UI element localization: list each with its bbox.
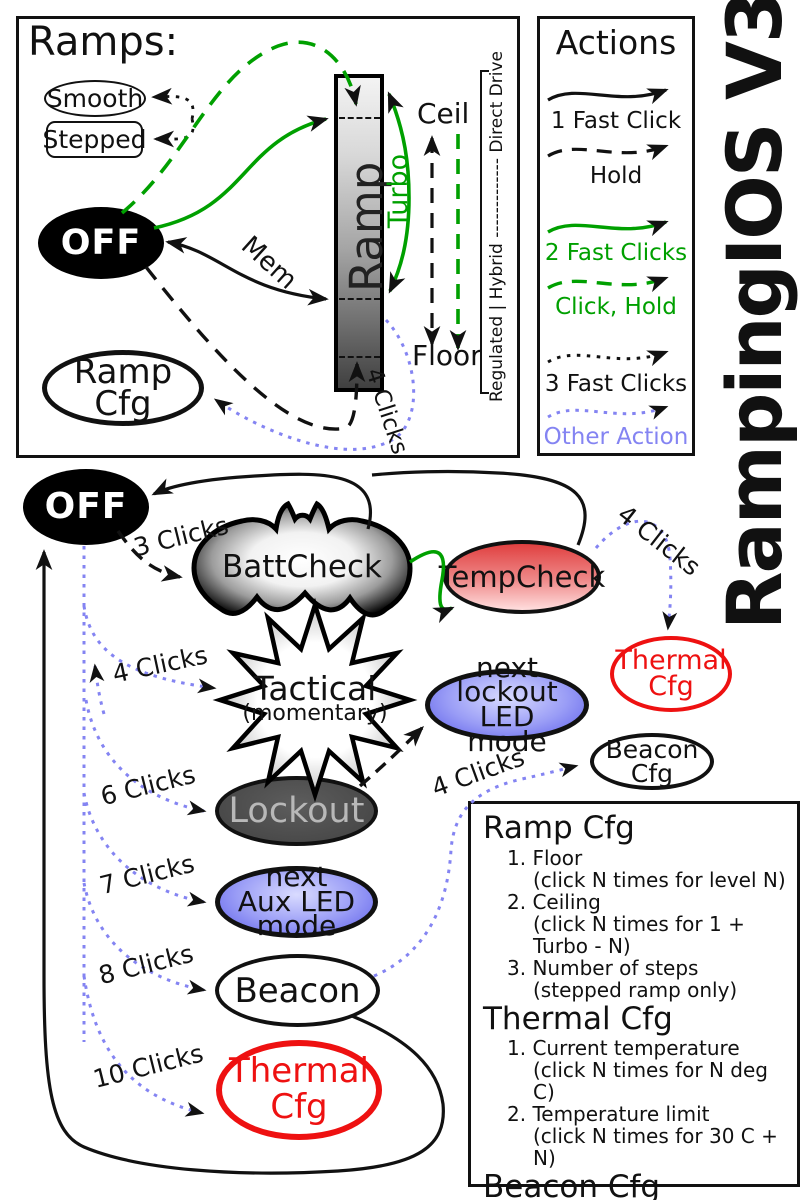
regulation-axis-label: Regulated | Hybrid ------------- Direct … <box>487 51 507 402</box>
beacon-node: Beacon <box>215 954 380 1027</box>
legend-label-other-action: Other Action <box>543 424 689 450</box>
thermal-cfg-node-lower: Thermal Cfg <box>216 1040 382 1140</box>
ramp-bar-label: Ramp <box>340 161 393 292</box>
config-item-detail: (click N times for 30 C + N) <box>533 1124 778 1171</box>
click-count-thermal-cfg: 10 Clicks <box>90 1038 207 1094</box>
click-count-lockout: 6 Clicks <box>97 759 199 812</box>
click-count-aux-led: 7 Clicks <box>96 848 198 901</box>
lockout-to-nextlockout-dashed <box>358 725 425 788</box>
config-item: 1. Floor <box>507 845 583 870</box>
config-heading-ramp: Ramp Cfg <box>483 810 635 846</box>
lockout-node: Lockout <box>215 776 378 846</box>
ramp-cfg-node: Ramp Cfg <box>42 350 204 426</box>
beacon-cfg-node: Beacon Cfg <box>590 733 714 790</box>
config-info-panel: Ramp Cfg 1. Floor (click N times for lev… <box>468 801 800 1200</box>
ramps-title: Ramps: <box>28 19 179 65</box>
off-node-ramps: OFF <box>38 207 164 279</box>
page-title: RampingIOS V3 <box>710 0 799 630</box>
stepped-ramp-node: Stepped <box>42 121 147 158</box>
memory-tick <box>339 298 380 300</box>
battcheck-label: BattCheck <box>222 549 382 585</box>
tempcheck-node: TempCheck <box>439 540 605 614</box>
actions-title: Actions <box>555 23 677 62</box>
next-aux-led-mode-node: next Aux LED mode <box>215 863 378 940</box>
tactical-sublabel: (momentary) <box>242 701 388 726</box>
ceiling-tick <box>339 117 380 119</box>
smooth-ramp-node: Smooth <box>44 80 146 117</box>
config-item-detail: (click N times for 1 + Turbo - N) <box>533 911 745 958</box>
legend-label-2-fast-clicks: 2 Fast Clicks <box>544 240 688 266</box>
config-item: 2. Temperature limit <box>507 1102 710 1127</box>
next-lockout-led-mode-node: next lockout LED mode <box>425 653 589 755</box>
turbo-label: Turbo <box>383 153 414 229</box>
config-item: 3. Number of steps <box>507 955 699 980</box>
lockout-return-up-dotted <box>89 663 106 715</box>
legend-label-click-hold: Click, Hold <box>555 294 677 320</box>
thermal-cfg-node-upper: Thermal Cfg <box>610 636 732 712</box>
click-count-beacon: 8 Clicks <box>95 938 197 991</box>
tempcheck-return-to-off <box>371 469 587 546</box>
config-heading-beacon: Beacon Cfg <box>483 1169 661 1200</box>
config-item: 2. Ceiling <box>507 889 601 914</box>
config-item-detail: (stepped ramp only) <box>533 977 738 1002</box>
config-item: 1. Current temperature <box>507 1036 740 1061</box>
legend-label-3-fast-clicks: 3 Fast Clicks <box>544 371 688 397</box>
config-item-detail: (click N times for level N) <box>533 867 786 892</box>
click-count-tactical: 4 Clicks <box>109 640 211 689</box>
click-count-tempcheck-thermal: 4 Clicks <box>612 499 706 582</box>
legend-label-1-fast-click: 1 Fast Click <box>550 108 682 134</box>
floor-label: Floor <box>412 339 482 372</box>
config-item-detail: (click N times for N deg C) <box>533 1058 768 1105</box>
legend-label-hold: Hold <box>589 163 643 189</box>
ceiling-label: Ceil <box>417 97 470 130</box>
config-heading-thermal: Thermal Cfg <box>483 1000 673 1037</box>
